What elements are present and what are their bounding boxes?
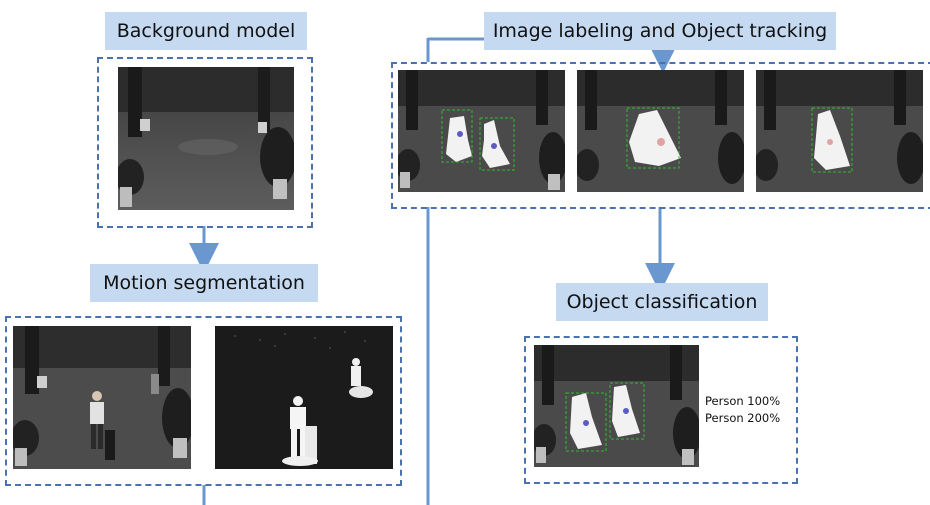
motion-segmentation-frame bbox=[5, 316, 402, 486]
stage-label-image-labeling: Image labeling and Object tracking bbox=[484, 12, 836, 50]
classification-result-1: Person 100% bbox=[705, 394, 781, 408]
background-model-image bbox=[118, 67, 294, 210]
classification-result-2: Person 200% bbox=[705, 411, 781, 425]
classification-results: Person 100% Person 200% bbox=[705, 393, 780, 427]
stage-label-motion-segmentation: Motion segmentation bbox=[90, 264, 318, 302]
motion-segmentation-original-image bbox=[13, 326, 191, 469]
tracking-frame-1 bbox=[398, 70, 565, 192]
tracking-frame-3 bbox=[756, 70, 923, 192]
motion-segmentation-mask-image bbox=[215, 326, 393, 469]
stage-label-object-classification: Object classification bbox=[556, 283, 768, 321]
stage-label-background-model: Background model bbox=[105, 12, 307, 50]
image-labeling-frame bbox=[391, 62, 930, 209]
object-classification-frame bbox=[524, 336, 798, 484]
classification-image bbox=[534, 345, 699, 467]
background-model-frame bbox=[97, 57, 313, 228]
tracking-frame-2 bbox=[577, 70, 744, 192]
